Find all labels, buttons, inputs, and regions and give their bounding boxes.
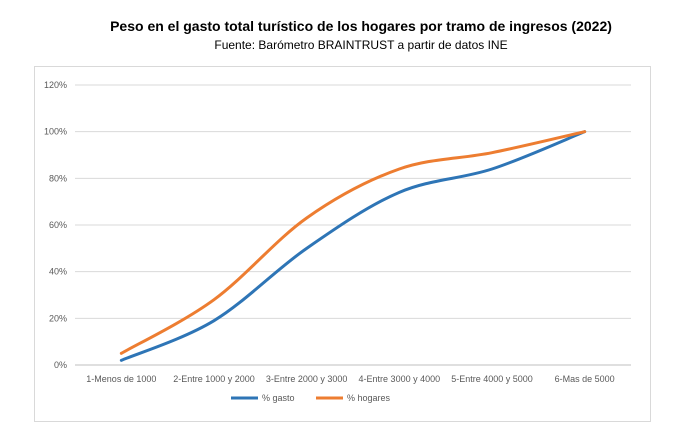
- y-tick-label: 20%: [49, 313, 67, 323]
- x-tick-label: 5-Entre 4000 y 5000: [451, 374, 533, 384]
- y-tick-label: 120%: [44, 80, 67, 90]
- x-tick-label: 6-Mas de 5000: [555, 374, 615, 384]
- series-line-1: [119, 130, 587, 362]
- series-line-2: [119, 130, 587, 355]
- y-tick-label: 80%: [49, 173, 67, 183]
- x-tick-label: 4-Entre 3000 y 4000: [359, 374, 441, 384]
- y-tick-label: 100%: [44, 127, 67, 137]
- chart-title: Peso en el gasto total turístico de los …: [110, 18, 612, 34]
- x-tick-label: 1-Menos de 1000: [86, 374, 156, 384]
- y-tick-label: 60%: [49, 220, 67, 230]
- chart-subtitle: Fuente: Barómetro BRAINTRUST a partir de…: [214, 38, 508, 52]
- chart-area: [34, 66, 651, 422]
- y-tick-label: 0%: [54, 360, 67, 370]
- x-tick-label: 3-Entre 2000 y 3000: [266, 374, 348, 384]
- legend-label: % hogares: [347, 393, 391, 403]
- x-tick-label: 2-Entre 1000 y 2000: [173, 374, 255, 384]
- legend-label: % gasto: [262, 393, 295, 403]
- y-tick-label: 40%: [49, 267, 67, 277]
